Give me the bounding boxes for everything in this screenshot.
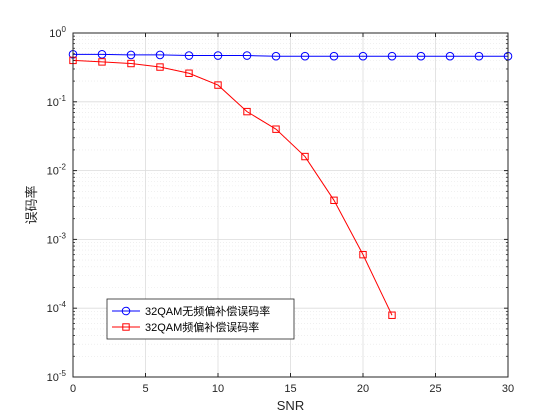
data-point-circle bbox=[184, 51, 194, 60]
data-point-circle bbox=[300, 51, 310, 61]
legend: 32QAM无频偏补偿误码率 32QAM频偏补偿误码率 bbox=[106, 298, 295, 340]
x-tick-label: 20 bbox=[357, 383, 369, 395]
y-tick-exponent: -5 bbox=[59, 369, 67, 378]
series-1 bbox=[68, 50, 513, 61]
data-point-circle bbox=[358, 51, 368, 61]
data-point-square-legend bbox=[122, 323, 130, 331]
data-point-square bbox=[330, 196, 338, 205]
x-tick-label: 15 bbox=[284, 383, 296, 395]
x-axis-label: SNR bbox=[277, 398, 304, 413]
data-point-square bbox=[98, 58, 106, 66]
y-axis-label: 误码率 bbox=[24, 185, 39, 224]
data-point-square bbox=[127, 59, 135, 68]
legend-entry: 32QAM频偏补偿误码率 bbox=[145, 320, 259, 334]
series-layer bbox=[68, 50, 513, 319]
data-point-square bbox=[388, 311, 396, 319]
y-tick-base: 10 bbox=[47, 97, 59, 109]
y-tick-label: 10-2 bbox=[47, 163, 67, 178]
series-line bbox=[73, 53, 508, 57]
data-point-square bbox=[185, 69, 193, 77]
y-tick-exponent: -1 bbox=[59, 94, 67, 103]
y-tick-base: 10 bbox=[47, 166, 59, 178]
x-tick-label: 25 bbox=[429, 383, 441, 395]
data-point-square bbox=[301, 152, 309, 161]
data-point-circle bbox=[271, 51, 281, 61]
data-point-circle bbox=[126, 50, 136, 60]
series-line bbox=[72, 59, 393, 316]
legend-entry: 32QAM无频偏补偿误码率 bbox=[145, 304, 270, 318]
y-tick-label: 10-5 bbox=[47, 369, 67, 384]
y-tick-label: 10-4 bbox=[47, 300, 67, 315]
y-tick-base: 10 bbox=[47, 234, 59, 246]
data-point-square bbox=[272, 125, 280, 133]
data-point-circle bbox=[445, 51, 455, 61]
data-point-circle bbox=[416, 51, 426, 61]
data-point-circle-legend bbox=[121, 306, 131, 316]
data-point-circle bbox=[387, 51, 397, 61]
data-point-circle bbox=[329, 51, 339, 61]
data-point-circle bbox=[155, 50, 165, 60]
data-point-circle bbox=[242, 51, 252, 60]
y-tick-label: 10-3 bbox=[47, 231, 67, 246]
y-tick-base: 10 bbox=[47, 372, 59, 384]
y-tick-label: 10-1 bbox=[47, 94, 67, 109]
y-tick-exponent: 0 bbox=[62, 25, 67, 34]
data-point-circle bbox=[213, 51, 223, 60]
y-tick-base: 10 bbox=[49, 28, 61, 40]
series-2 bbox=[69, 56, 396, 319]
x-tick-label: 10 bbox=[212, 383, 224, 395]
legend-box bbox=[106, 298, 295, 340]
y-tick-exponent: -4 bbox=[59, 300, 67, 309]
y-tick-base: 10 bbox=[47, 303, 59, 315]
x-tick-label: 0 bbox=[70, 383, 76, 395]
grid bbox=[72, 32, 509, 378]
data-point-square bbox=[359, 250, 367, 259]
data-point-square bbox=[156, 63, 164, 71]
data-point-square bbox=[214, 81, 222, 89]
x-tick-label: 5 bbox=[142, 383, 148, 395]
data-point-circle bbox=[474, 51, 484, 61]
y-tick-exponent: -3 bbox=[59, 231, 67, 240]
y-tick-exponent: -2 bbox=[59, 163, 67, 172]
y-tick-label: 100 bbox=[49, 25, 66, 40]
x-tick-label: 30 bbox=[502, 383, 514, 395]
data-point-square bbox=[243, 107, 251, 116]
data-point-circle bbox=[97, 50, 107, 59]
